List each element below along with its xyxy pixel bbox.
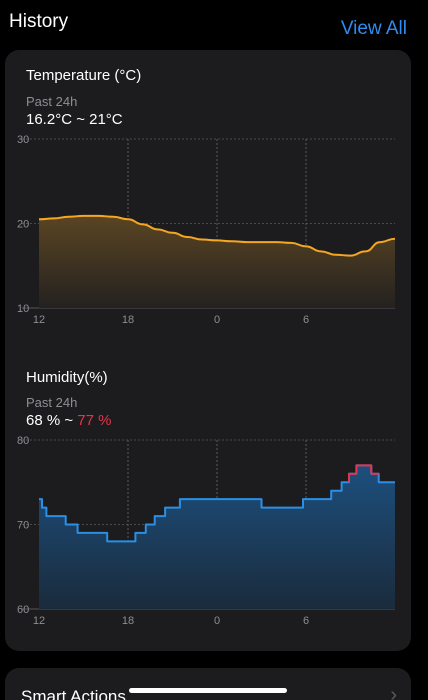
humidity-y-tick-label: 70 <box>17 520 29 532</box>
humidity-area <box>39 465 395 609</box>
humidity-range: 68 % ~ 77 % <box>26 412 112 429</box>
humidity-period: Past 24h <box>26 395 78 410</box>
temperature-y-tick-label: 20 <box>17 219 29 231</box>
temperature-period: Past 24h <box>26 94 78 109</box>
temperature-x-tick-label: 0 <box>214 314 220 326</box>
chevron-right-icon: › <box>390 684 397 700</box>
humidity-x-tick-label: 12 <box>33 615 45 627</box>
humidity-range-low: 68 % ~ <box>26 412 74 429</box>
temperature-chart: 30 20 10 12 18 0 6 <box>17 134 396 326</box>
home-indicator <box>129 688 287 693</box>
history-charts: 30 20 10 12 18 0 6 80 70 60 12 18 0 6 <box>17 134 396 627</box>
page-title: History <box>9 11 69 32</box>
humidity-chart: 80 70 60 12 18 0 6 <box>17 435 395 627</box>
history-card: Temperature (°C) Past 24h 16.2°C ~ 21°C … <box>5 50 411 651</box>
humidity-x-tick-label: 6 <box>303 615 309 627</box>
humidity-y-tick-label: 80 <box>17 435 29 447</box>
temperature-x-tick-label: 18 <box>122 314 134 326</box>
view-all-link[interactable]: View All <box>340 18 407 39</box>
temperature-y-tick-label: 30 <box>17 134 29 146</box>
smart-actions-card[interactable]: Smart Actions › <box>5 668 411 700</box>
humidity-x-tick-label: 0 <box>214 615 220 627</box>
humidity-range-high: 77 % <box>77 412 112 429</box>
humidity-x-tick-label: 18 <box>122 615 134 627</box>
temperature-area <box>39 215 395 308</box>
temperature-x-tick-label: 12 <box>33 314 45 326</box>
smart-actions-title: Smart Actions <box>21 687 126 700</box>
temperature-title: Temperature (°C) <box>26 67 142 84</box>
history-header: History View All <box>0 0 428 50</box>
temperature-range: 16.2°C ~ 21°C <box>26 111 123 128</box>
humidity-title: Humidity(%) <box>26 369 108 386</box>
temperature-x-tick-label: 6 <box>303 314 309 326</box>
humidity-y-tick-label: 60 <box>17 604 29 616</box>
temperature-y-tick-label: 10 <box>17 303 29 315</box>
temperature-line <box>38 214 396 257</box>
